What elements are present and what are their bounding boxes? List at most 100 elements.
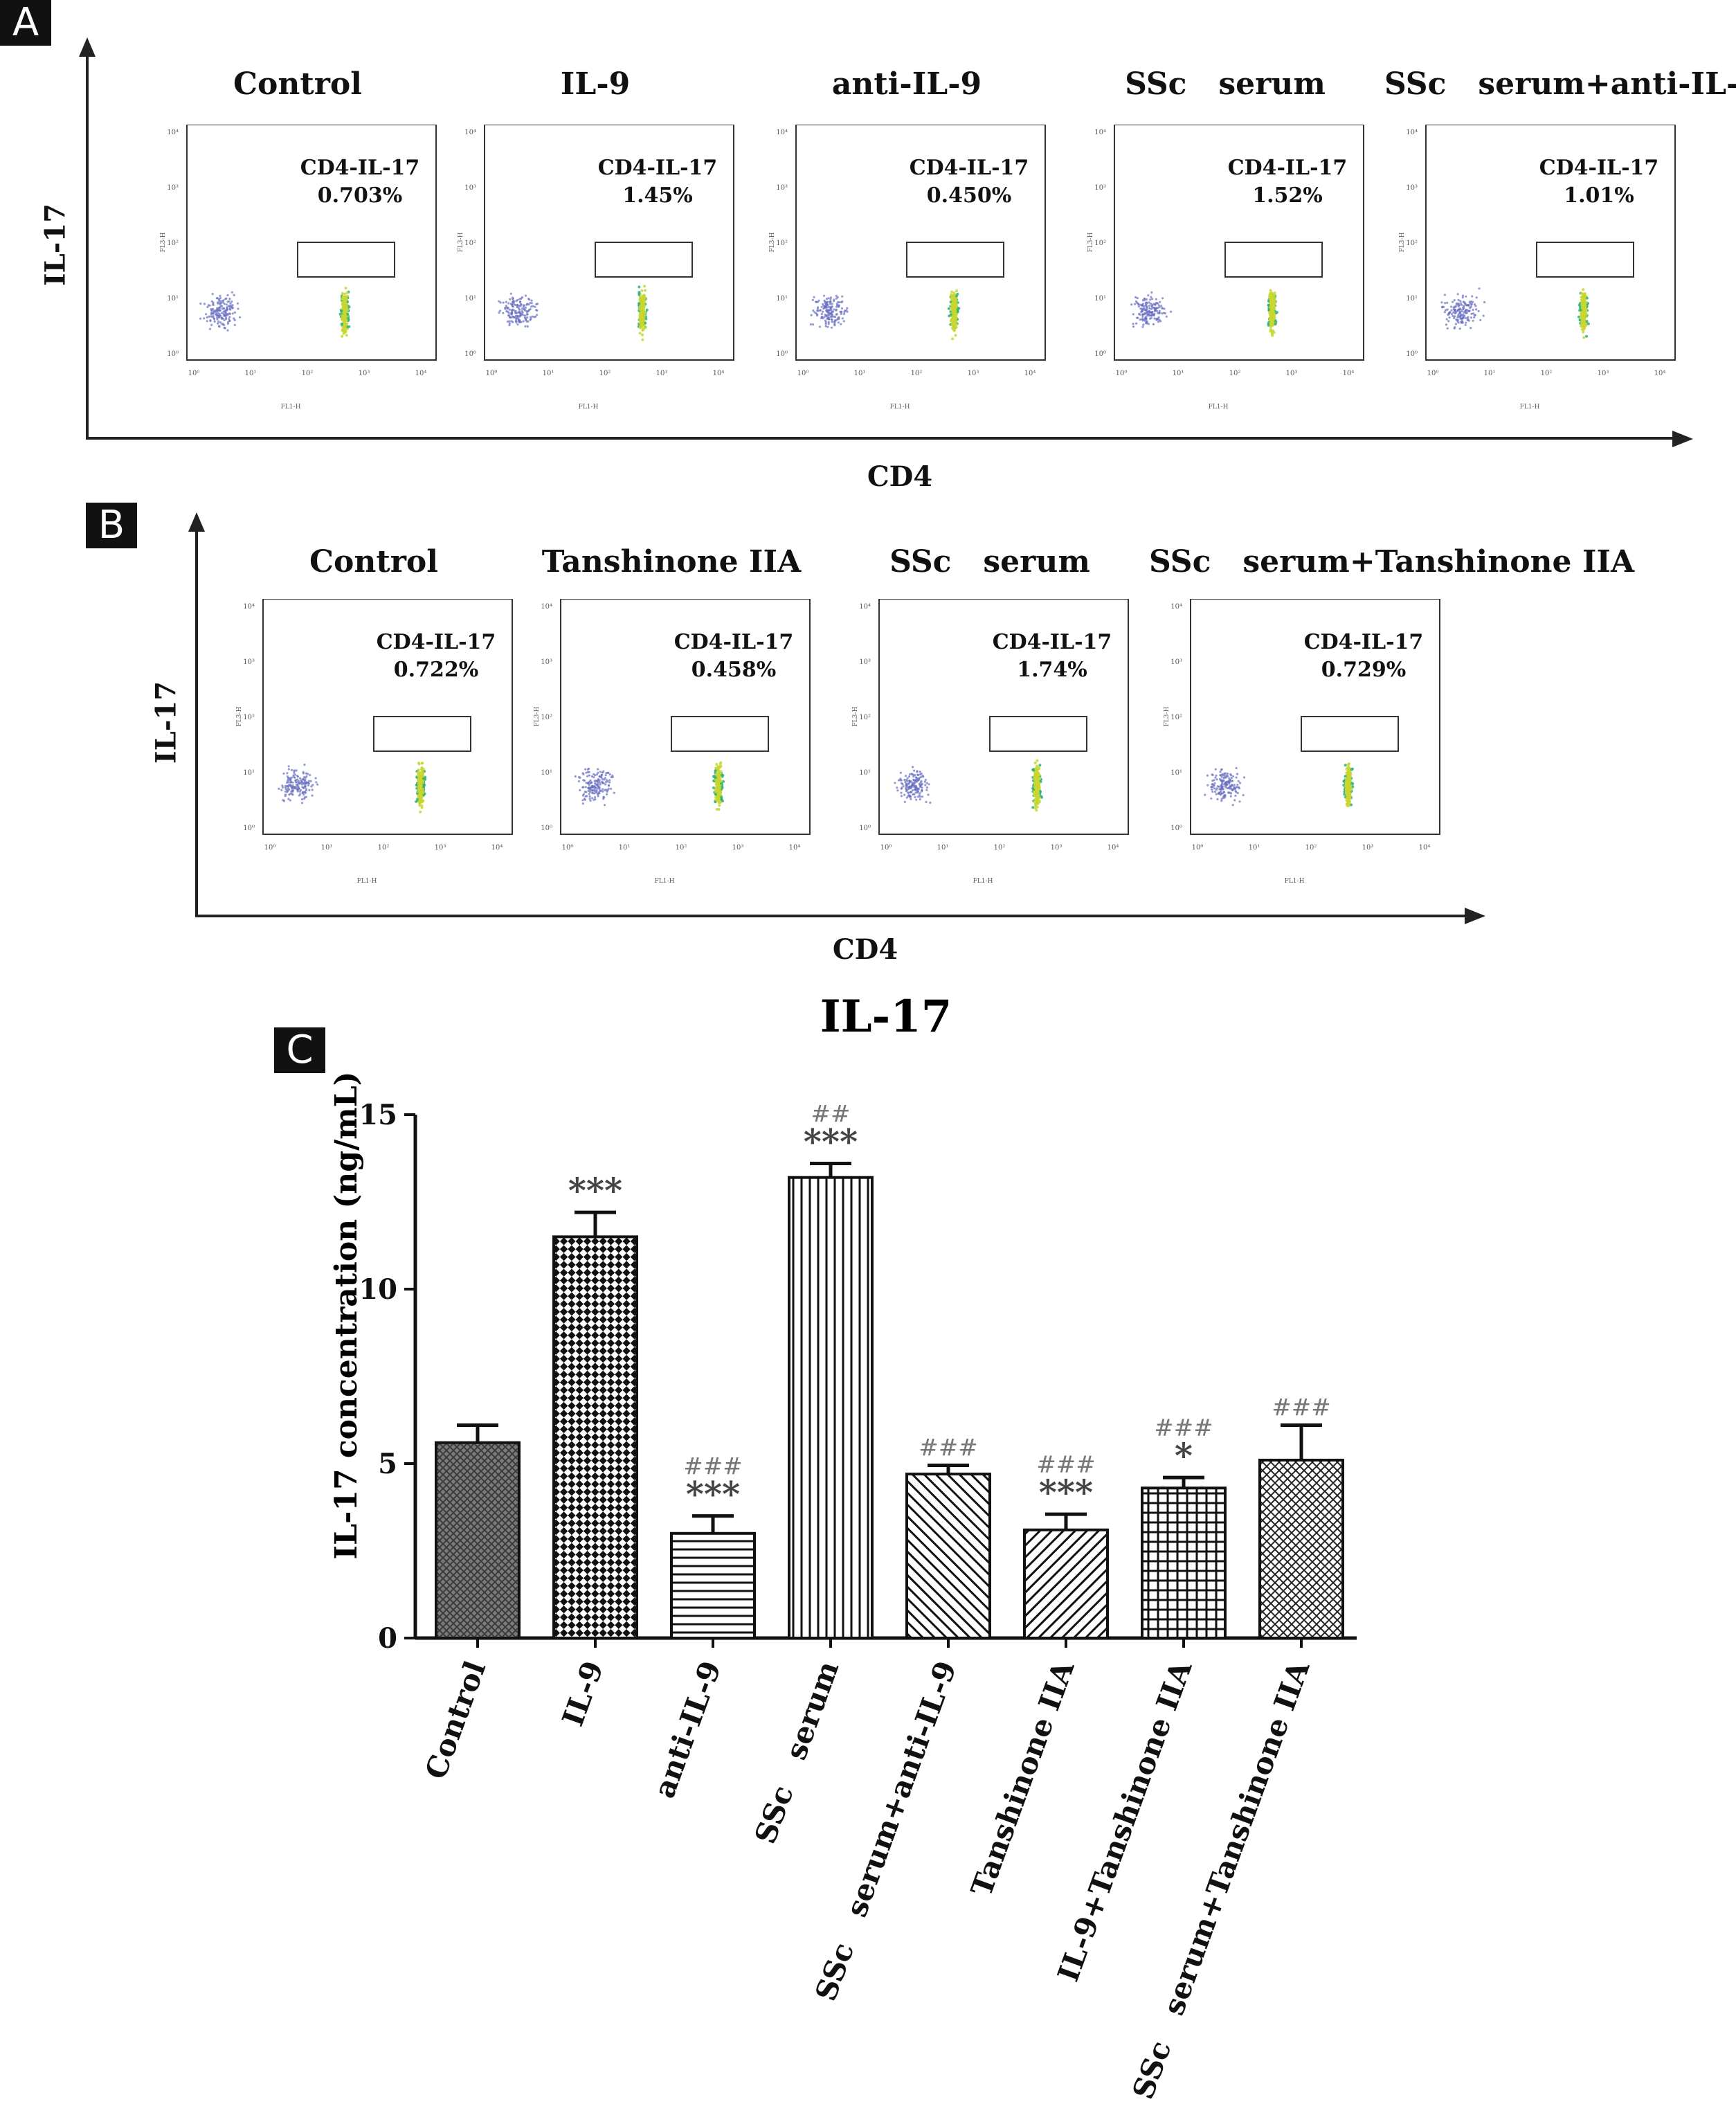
y-tick-label: 10⁴ [859,603,871,611]
star-label-5: *** [1039,1472,1093,1513]
y-tick-label: 10¹ [776,295,788,303]
y-channel-label: FL3-H [1399,232,1406,252]
y-tick-label-10: 10 [359,1273,397,1306]
bar-1 [552,1235,638,1639]
y-tick-label: 10⁰ [1170,825,1182,832]
panel-b-y-arrowhead [188,512,205,532]
gate-rectangle [595,242,693,278]
x-tick-label: 10¹ [937,844,949,852]
panel-b-x-axis-line [195,915,1469,917]
x-tick-label: 10¹ [619,844,631,852]
panel-a-x-axis-line [86,437,1678,440]
y-tick-label: 10¹ [541,769,552,777]
y-tick-label-5: 5 [378,1448,397,1480]
y-tick-label: 10⁰ [859,825,871,832]
y-tick-label: 10³ [1406,184,1418,192]
panel-a-y-axis-title: IL-17 [39,203,72,287]
x-tick-label: 10² [599,370,611,377]
y-tick-label: 10³ [1170,658,1182,666]
x-tick-label: 10² [1305,844,1317,852]
star-label-6: * [1175,1435,1193,1476]
y-tick-label: 10² [464,240,476,247]
panel-b-y-axis-title: IL-17 [150,681,183,764]
category-label-6: IL-9+Tanshinone IIA [1051,1655,1199,1986]
gate-label: CD4-IL-17 [993,630,1112,654]
y-tick-label: 10³ [776,184,788,192]
y-tick-label: 10² [1094,240,1106,247]
y-tick-label: 10⁴ [1406,129,1418,136]
x-tick-label: 10² [378,844,390,852]
x-channel-label: FL1-H [1520,404,1540,411]
x-tick-label: 10³ [656,370,668,377]
bar-6 [1141,1486,1227,1640]
x-tick-label: 10¹ [543,370,554,377]
panel-b-facs-plot-3: 10⁴ 10³ 10² 10¹ 10⁰ FL3-H 10⁰ 10¹ 10² 10³ 10⁴ FL1-H… [1164,599,1440,885]
panel-a-y-arrowhead [79,37,96,57]
y-tick-label: 10¹ [1406,295,1418,303]
y-tick-label: 10³ [541,658,552,666]
scatter-dots [1130,289,1278,337]
scatter-dots [1204,762,1355,807]
y-tick-label: 10¹ [1170,769,1182,777]
hash-label-2: ### [683,1453,742,1481]
x-tick-label: 10⁰ [1116,370,1128,377]
panel-a-x-arrowhead [1672,431,1693,447]
gate-percent: 1.52% [1252,183,1323,208]
panel-c-letter: C [274,1027,325,1073]
y-tick-label: 10⁰ [1406,350,1418,358]
panel-a-condition-label-0: Control [233,66,362,102]
gate-rectangle [1301,716,1399,752]
panel-a-condition-label-4: SSc serum+anti-IL-9 [1384,66,1736,102]
y-channel-label: FL3-H [458,232,464,252]
gate-percent: 1.45% [622,183,693,208]
chart-bars: ******###***#####***### *###### [435,1101,1344,1640]
x-tick-label: 10⁰ [264,844,276,852]
x-tick-label: 10⁰ [880,844,892,852]
x-tick-label: 10³ [435,844,446,852]
x-tick-label: 10⁴ [491,844,503,852]
panel-a-facs-plot-4: 10⁴ 10³ 10² 10¹ 10⁰ FL3-H 10⁰ 10¹ 10² 10³ 10⁴ FL1-H… [1399,125,1676,411]
panel-a-letter: A [0,0,51,46]
gate-rectangle [906,242,1004,278]
y-tick-label: 10¹ [859,769,871,777]
gate-label: CD4-IL-17 [377,630,496,654]
y-channel-label: FL3-H [852,706,859,726]
gate-rectangle [373,716,471,752]
y-channel-label: FL3-H [769,232,776,252]
y-tick-label: 10² [1406,240,1418,247]
x-tick-label: 10⁴ [415,370,427,377]
panel-b-y-axis-line [195,523,198,917]
x-tick-label: 10³ [1051,844,1063,852]
y-tick-label: 10⁴ [1094,129,1106,136]
category-label-1: IL-9 [556,1657,611,1731]
gate-label: CD4-IL-17 [1228,156,1348,180]
category-label-5: Tanshinone IIA [964,1655,1081,1900]
panel-b-x-axis-title: CD4 [832,933,898,966]
y-tick-label: 10² [859,714,871,721]
y-channel-label: FL3-H [160,232,167,252]
category-label-4: SSc serum+anti-IL-9 [808,1657,963,2006]
x-tick-label: 10¹ [1484,370,1496,377]
gate-label: CD4-IL-17 [300,156,420,180]
gate-percent: 0.458% [691,658,776,682]
y-channel-label: FL3-H [236,706,243,726]
scatter-dots [278,762,427,813]
x-tick-label: 10² [1541,370,1553,377]
y-tick-label: 10⁰ [167,350,179,358]
x-tick-label: 10² [911,370,923,377]
scatter-dots [1440,287,1590,339]
x-tick-label: 10⁴ [713,370,725,377]
gate-label: CD4-IL-17 [1539,156,1659,180]
y-tick-label: 10⁰ [1094,350,1106,358]
scatter-dots [574,761,725,811]
x-tick-label: 10⁴ [1107,844,1119,852]
x-tick-label: 10⁴ [1419,844,1431,852]
star-label-1: *** [568,1170,622,1211]
y-tick-label: 10⁰ [776,350,788,358]
y-tick-label: 10¹ [243,769,255,777]
star-label-3: *** [804,1122,858,1162]
panel-b-condition-label-1: Tanshinone IIA [541,544,802,579]
hash-label-7: ### [1272,1394,1330,1422]
panel-b-condition-label-0: Control [309,544,438,579]
y-tick-label: 10⁴ [464,129,476,136]
